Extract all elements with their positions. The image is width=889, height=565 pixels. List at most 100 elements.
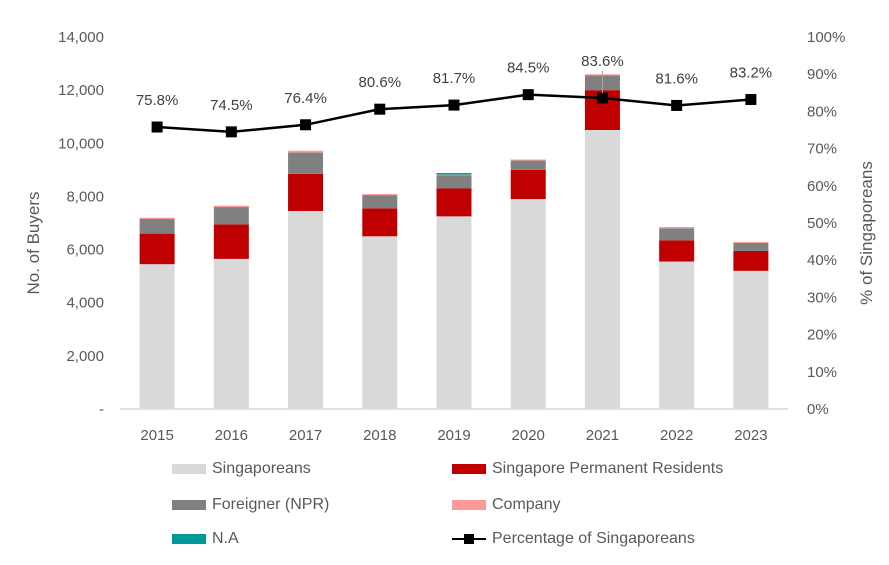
x-axis-ticks: 2015 2016 2017 2018 2019 2020 2021 2022 2023 (140, 427, 767, 444)
x-tick-label: 2022 (660, 427, 693, 444)
legend-label: Singapore Permanent Residents (492, 460, 724, 477)
legend-label: Company (492, 496, 561, 513)
y-tick-label: 6,000 (66, 242, 104, 259)
bar-foreigner-npr (733, 242, 769, 251)
y2-tick-label: 50% (807, 215, 837, 232)
bar-singapore-permanent-residents (510, 169, 546, 200)
legend-swatch (172, 534, 206, 544)
y-tick-label: 4,000 (66, 295, 104, 312)
x-tick-label: 2021 (586, 427, 619, 444)
x-tick-label: 2020 (512, 427, 545, 444)
y2-tick-label: 10% (807, 364, 837, 381)
bar-foreigner-npr (362, 195, 398, 209)
y2-tick-label: 80% (807, 103, 837, 120)
legend-label: N.A (212, 530, 239, 547)
y-axis-title: No. of Buyers (24, 192, 43, 295)
line-marker (151, 121, 163, 133)
y-axis-ticks: - 2,000 4,000 6,000 8,000 10,000 12,000 14,000 (58, 29, 104, 418)
bar-singapore-permanent-residents (436, 188, 472, 217)
bar-company (362, 194, 398, 196)
legend-swatch (452, 500, 486, 510)
y2-tick-label: 70% (807, 141, 837, 158)
bars (139, 74, 769, 409)
y-tick-label: 2,000 (66, 348, 104, 365)
line-marker (448, 99, 460, 111)
y-tick-label: 12,000 (58, 82, 104, 99)
bar-stack-2015 (139, 217, 175, 409)
y2-tick-label: 90% (807, 66, 837, 83)
percentage-line (151, 89, 757, 138)
legend-label: Foreigner (NPR) (212, 496, 330, 513)
chart: -2,0004,0006,0008,00010,00012,00014,000 … (24, 29, 876, 444)
y2-tick-label: 20% (807, 327, 837, 344)
bar-singaporeans (362, 236, 398, 409)
bar-foreigner-npr (139, 219, 175, 234)
bar-company (288, 150, 324, 153)
bar-company (139, 217, 175, 220)
bar-singaporeans (584, 130, 620, 409)
bar-singaporeans (436, 216, 472, 409)
y2-tick-label: 40% (807, 252, 837, 269)
legend-item-spr: Singapore Permanent Residents (452, 460, 723, 478)
line-marker (374, 103, 386, 115)
y2-axis-title: % of Singaporeans (857, 161, 876, 305)
bar-singapore-permanent-residents (362, 208, 398, 237)
y2-tick-label: 100% (807, 29, 845, 46)
data-label: 80.6% (359, 74, 402, 91)
line-marker (671, 99, 683, 111)
bar-singaporeans (213, 258, 249, 409)
legend-item-company: Company (452, 496, 560, 514)
data-label: 74.5% (210, 97, 253, 114)
y-tick-label: - (99, 401, 104, 418)
y2-axis-ticks: 0% 10% 20% 30% 40% 50% 60% 70% 80% 90% 100% (807, 29, 845, 418)
bar-singapore-permanent-residents (139, 233, 175, 265)
x-tick-label: 2017 (289, 427, 322, 444)
data-label: 83.6% (581, 53, 624, 70)
data-label: 76.4% (284, 90, 327, 107)
bar-stack-2021 (584, 74, 620, 409)
bar-stack-2016 (213, 205, 249, 409)
data-label: 84.5% (507, 60, 550, 77)
data-label: 81.7% (433, 70, 476, 87)
bar-foreigner-npr (436, 175, 472, 189)
y2-tick-label: 60% (807, 178, 837, 195)
bar-n-a (436, 173, 472, 175)
bar-stack-2023 (733, 241, 769, 409)
bar-stack-2020 (510, 159, 546, 409)
legend-item-percentage: Percentage of Singaporeans (452, 530, 695, 548)
bar-singapore-permanent-residents (659, 240, 695, 262)
bar-singapore-permanent-residents (288, 173, 324, 212)
data-label: 83.2% (730, 64, 773, 81)
y-tick-label: 10,000 (58, 135, 104, 152)
bar-stack-2017 (288, 150, 324, 409)
legend-label: Singaporeans (212, 460, 311, 477)
legend-label: Percentage of Singaporeans (492, 530, 695, 547)
bar-foreigner-npr (659, 228, 695, 241)
bar-foreigner-npr (213, 207, 249, 225)
bar-stack-2019 (436, 173, 472, 409)
legend-swatch (172, 464, 206, 474)
y-tick-label: 14,000 (58, 29, 104, 46)
bar-singaporeans (659, 261, 695, 409)
line-marker (745, 93, 757, 105)
data-label: 81.6% (655, 70, 698, 87)
x-tick-label: 2015 (140, 427, 173, 444)
bar-stack-2018 (362, 194, 398, 409)
bar-company (436, 174, 472, 176)
x-tick-label: 2018 (363, 427, 396, 444)
legend-item-na: N.A (172, 530, 239, 548)
y-tick-label: 8,000 (66, 188, 104, 205)
bar-company (510, 159, 546, 161)
bar-singaporeans (288, 211, 324, 409)
bar-company (213, 205, 249, 208)
bar-singaporeans (733, 270, 769, 409)
x-tick-label: 2019 (437, 427, 470, 444)
legend-line-marker-icon (452, 533, 486, 545)
bar-stack-2022 (659, 226, 695, 409)
line-marker (225, 126, 237, 138)
bar-singaporeans (139, 264, 175, 409)
legend-item-foreigner: Foreigner (NPR) (172, 496, 329, 514)
legend-swatch (172, 500, 206, 510)
bar-foreigner-npr (510, 160, 546, 170)
line-marker (596, 92, 608, 104)
